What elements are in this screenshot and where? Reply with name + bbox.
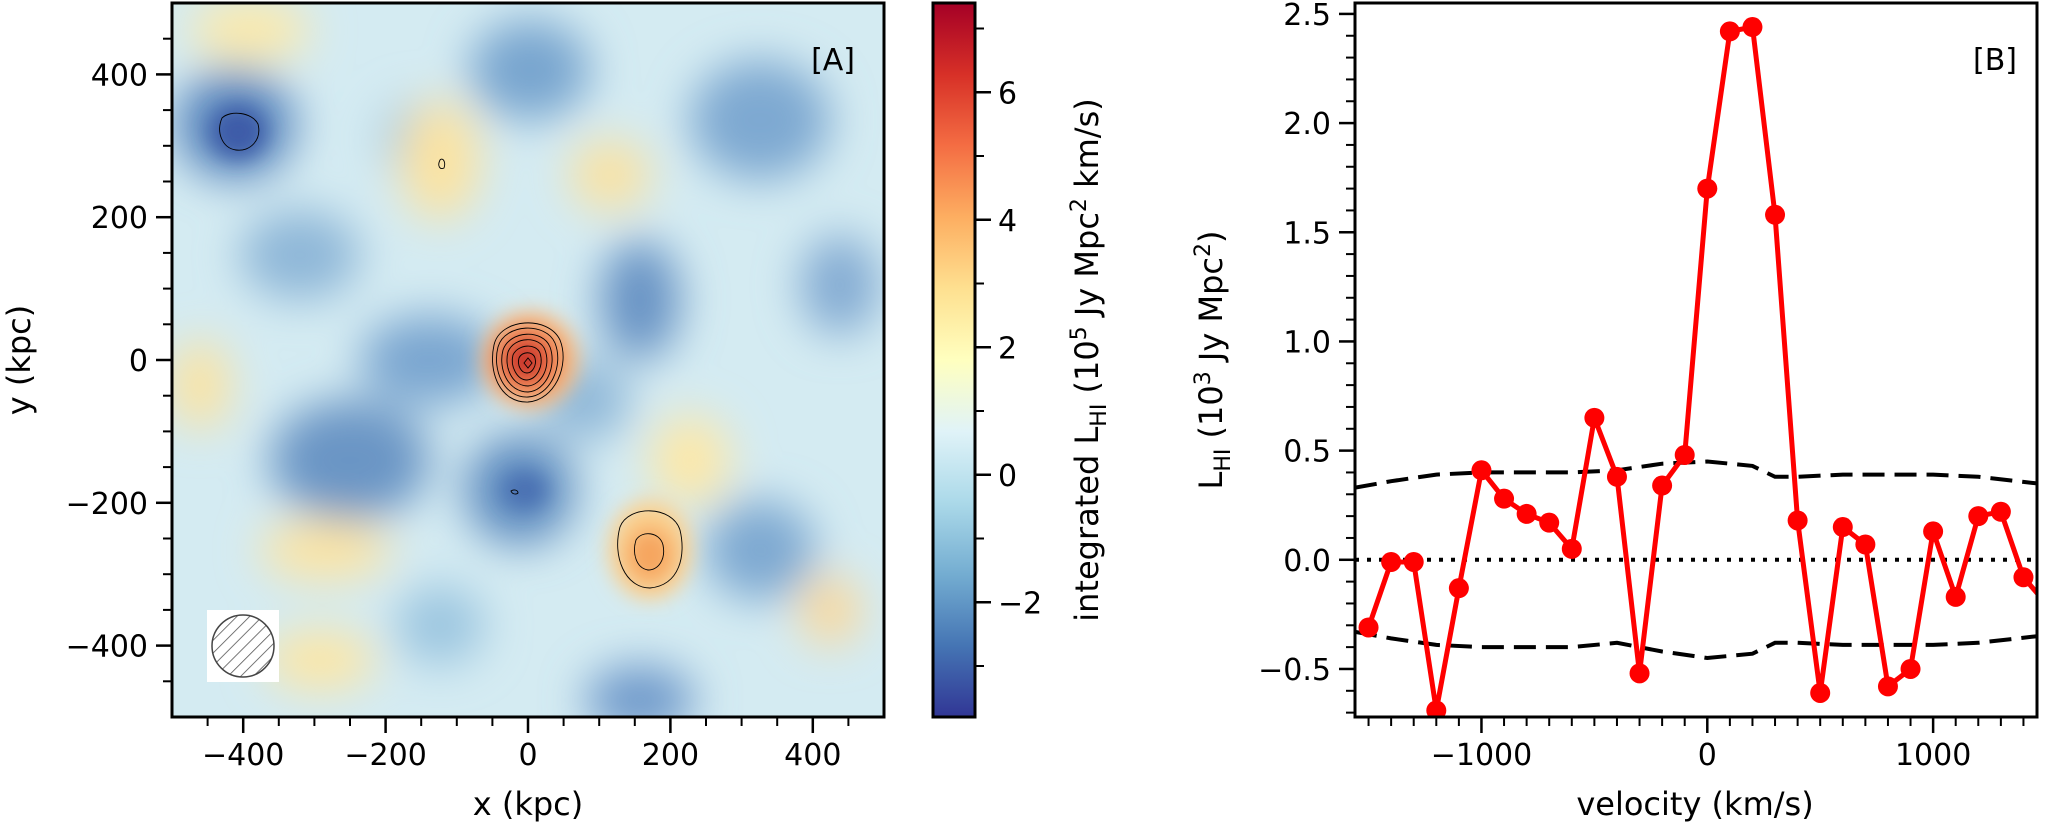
spectrum-point	[1945, 586, 1966, 607]
colorbar-tick-label: 2	[998, 331, 1017, 366]
panel-b-ylabel-end: )	[1192, 231, 1230, 243]
spectrum-point	[1923, 521, 1944, 542]
colorbar-label-mid: (10	[1068, 340, 1106, 403]
panel-b-spectrum: [B] −1000 0 1000 2.5 2.0 1.5 1.0 0.5 0.0 −0.5 vel…	[1191, 0, 2072, 823]
colorbar-label-sub: HI	[1087, 404, 1112, 427]
spectrum-point	[2059, 589, 2072, 609]
colorbar-label-prefix: integrated L	[1068, 427, 1106, 622]
y-tick-label: −200	[66, 487, 148, 522]
map-contours	[219, 112, 683, 589]
spectrum-point	[1403, 551, 1424, 572]
colorbar-tick-label: 0	[998, 459, 1017, 494]
colorbar-frame	[931, 1, 977, 719]
y-tick-label: −0.5	[1258, 653, 1331, 688]
noise-envelope	[1355, 459, 2037, 661]
colorbar-label: integrated LHI (105 Jy Mpc2 km/s)	[1067, 98, 1112, 621]
spectrum-point	[1900, 658, 1921, 679]
x-tick-label: 0	[1698, 738, 1717, 773]
y-tick-label: 1.5	[1283, 216, 1331, 251]
x-tick-label: −400	[202, 738, 284, 773]
x-tick-label: 400	[784, 738, 841, 773]
spectrum-point	[1448, 578, 1469, 599]
panel-b-ylabel-sup2: 2	[1191, 243, 1216, 257]
spectrum-point	[1629, 663, 1650, 684]
beam-icon	[211, 614, 275, 678]
colorbar-fill	[933, 3, 975, 717]
spectrum-point	[1606, 466, 1627, 487]
spectrum-point	[1787, 510, 1808, 531]
spectrum-line	[1366, 24, 2037, 713]
x-tick-label: 1000	[1895, 738, 1971, 773]
envelope-lower-line	[1355, 629, 2037, 661]
colorbar-tick-label: 6	[998, 76, 1017, 111]
spectrum-series	[1358, 17, 2072, 717]
x-tick-label: 200	[642, 738, 699, 773]
spectrum-point	[1719, 21, 1740, 42]
spectrum-point	[1697, 178, 1718, 199]
y-tick-label: 1.0	[1283, 325, 1331, 360]
panel-b-axes: −1000 0 1000 2.5 2.0 1.5 1.0 0.5 0.0 −0.5	[1258, 0, 2025, 773]
spectrum-point	[1494, 488, 1515, 509]
panel-b-ylabel-sup: 3	[1191, 371, 1216, 385]
spectrum-point	[1561, 538, 1582, 559]
envelope-upper-line	[1355, 459, 2037, 490]
spectrum-point	[1877, 676, 1898, 697]
colorbar-tick-label: −2	[998, 586, 1042, 621]
spectrum-point	[1539, 512, 1560, 533]
colorbar-ticks: 6 4 2 0 −2	[975, 27, 1042, 667]
panel-b-ylabel-sub: HI	[1211, 449, 1236, 472]
spectrum-point	[1990, 501, 2011, 522]
spectrum-point	[1832, 517, 1853, 538]
spectrum-point	[1968, 506, 1989, 527]
colorbar-label-end: km/s)	[1068, 98, 1106, 198]
y-tick-label: 0.0	[1283, 544, 1331, 579]
colorbar-label-sup2: 2	[1067, 198, 1092, 212]
spectrum-point	[1381, 551, 1402, 572]
panel-b-ylabel-main: L	[1192, 471, 1230, 489]
spectrum-point	[1810, 682, 1831, 703]
panel-a-map: [A] −400 −200 0 200 400 400 200 0 −200 −400 x (kp…	[0, 1, 886, 823]
spectrum-point	[2036, 599, 2037, 608]
x-tick-label: −1000	[1431, 738, 1532, 773]
panel-a-label: [A]	[811, 43, 855, 78]
y-tick-label: 200	[91, 201, 148, 236]
x-tick-label: −200	[344, 738, 426, 773]
spectrum-point	[1516, 503, 1537, 524]
y-tick-label: −400	[66, 630, 148, 665]
spectrum-point	[2013, 567, 2034, 588]
panel-b-ylabel-mid: (10	[1192, 385, 1230, 448]
panel-b-frame	[1353, 1, 2039, 719]
spectrum-point	[1742, 17, 1763, 38]
y-tick-label: 400	[91, 58, 148, 93]
panel-b-xlabel: velocity (km/s)	[1576, 785, 1813, 823]
spectrum-point	[1674, 444, 1695, 465]
spectrum-point	[1652, 475, 1673, 496]
spectrum-point	[1765, 204, 1786, 225]
spectrum-point	[1471, 460, 1492, 481]
y-tick-label: 0.5	[1283, 435, 1331, 470]
y-tick-label: 2.0	[1283, 107, 1331, 142]
y-tick-label: 0	[129, 344, 148, 379]
spectrum-point	[1584, 407, 1605, 428]
spectrum-point	[1855, 534, 1876, 555]
map-sources	[210, 106, 692, 600]
panel-a-ylabel: y (kpc)	[0, 305, 38, 416]
panel-b-label: [B]	[1973, 43, 2017, 78]
map-field	[172, 3, 880, 717]
spectrum-point	[1358, 617, 1379, 638]
panel-a-axes: −400 −200 0 200 400 400 200 0 −200 −400	[66, 37, 850, 773]
y-tick-label: 2.5	[1283, 0, 1331, 33]
spectrum-point	[1426, 700, 1447, 717]
colorbar-label-sup: 5	[1067, 326, 1092, 340]
panel-b-ylabel-suffix: Jy Mpc	[1192, 257, 1230, 371]
panel-a-xlabel: x (kpc)	[473, 785, 584, 823]
x-tick-label: 0	[518, 738, 537, 773]
panel-b-ylabel: LHI (103 Jy Mpc2)	[1191, 231, 1236, 490]
colorbar-tick-label: 4	[998, 204, 1017, 239]
colorbar-label-suffix: Jy Mpc	[1068, 212, 1106, 326]
